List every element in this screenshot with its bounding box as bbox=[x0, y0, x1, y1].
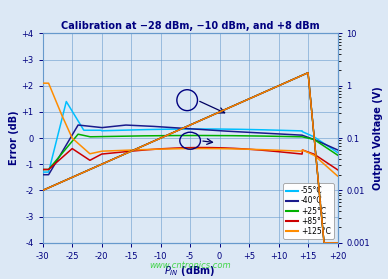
Y-axis label: Output Voltage (V): Output Voltage (V) bbox=[373, 86, 383, 190]
Title: Calibration at −28 dBm, −10 dBm, and +8 dBm: Calibration at −28 dBm, −10 dBm, and +8 … bbox=[61, 21, 319, 31]
X-axis label: $P_{IN}$ (dBm): $P_{IN}$ (dBm) bbox=[165, 264, 216, 278]
Text: www.cntronics.com: www.cntronics.com bbox=[149, 261, 231, 270]
Y-axis label: Error (dB): Error (dB) bbox=[9, 111, 19, 165]
Legend: -55°C, -40°C, +25°C, +85°C, +125°C: -55°C, -40°C, +25°C, +85°C, +125°C bbox=[283, 183, 334, 239]
